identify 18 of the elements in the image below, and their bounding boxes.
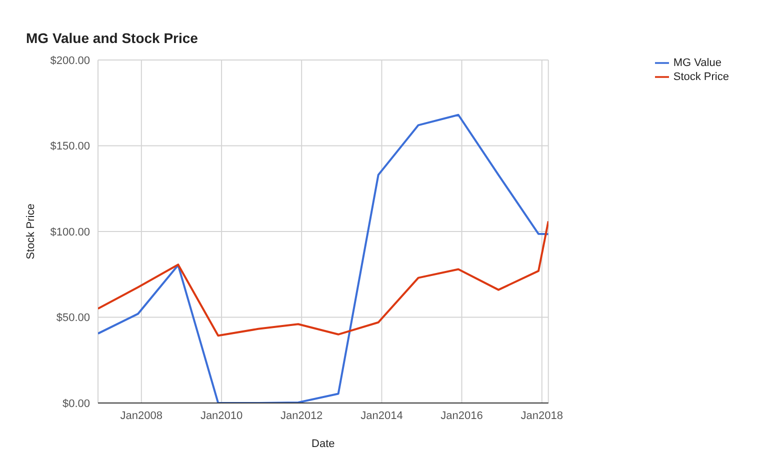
legend-label: Stock Price [673,70,729,83]
line-series [98,220,548,337]
legend-label: MG Value [673,56,722,69]
x-tick-label: Jan2014 [360,410,403,422]
y-tick-label: $100.00 [50,226,90,238]
x-axis-title: Date [312,438,335,450]
x-tick-label: Jan2016 [440,410,483,422]
x-tick-label: Jan2010 [200,410,243,422]
y-tick-label: $50.00 [56,312,90,324]
x-tick-label: Jan2018 [520,410,563,422]
y-tick-label: $200.00 [50,54,90,67]
x-tick-label: Jan2012 [280,410,323,422]
x-tick-label: Jan2008 [120,410,163,422]
line-series [98,114,548,403]
y-tick-label: $0.00 [62,398,90,410]
y-tick-label: $150.00 [50,140,90,153]
y-axis-title: Stock Price [24,204,37,260]
chart-title: MG Value and Stock Price [26,30,198,46]
